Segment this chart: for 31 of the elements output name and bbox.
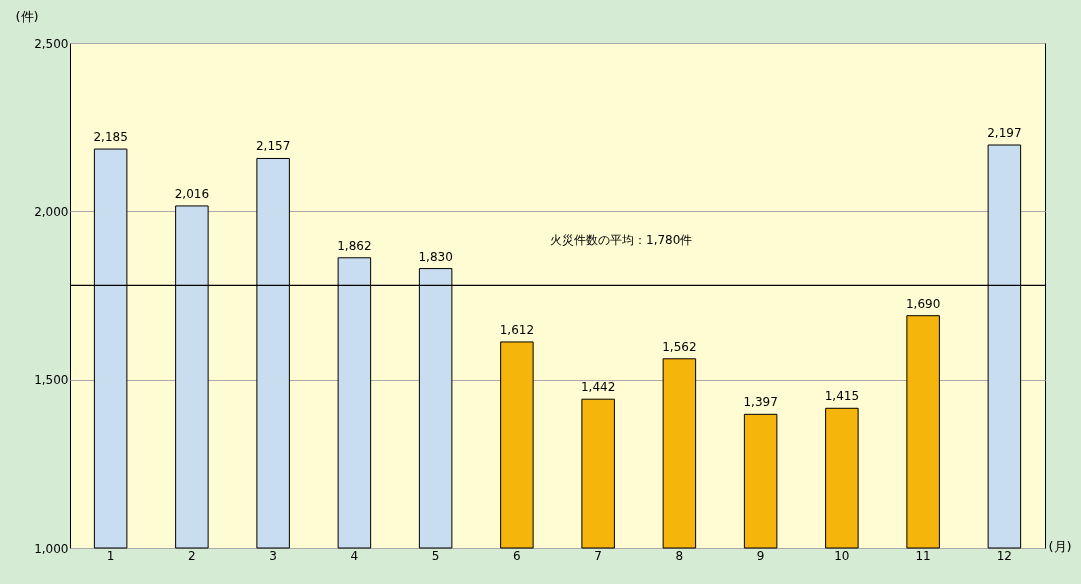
data-label: 1,690 [905,296,941,311]
x-tick-label: 1 [106,548,115,563]
data-label: 1,612 [499,322,535,337]
data-label: 1,415 [824,389,860,404]
y-tick-label: 2,000 [34,204,69,219]
x-tick-label: 7 [594,548,602,563]
data-label: 1,397 [743,395,778,410]
data-label: 1,562 [662,339,697,354]
data-label: 2,157 [255,139,291,154]
ref-line-label: 火災件数の平均：1,780件 [550,233,693,248]
y-axis-title: (件) [15,8,39,24]
x-tick-label: 3 [269,548,277,563]
x-axis-title: (月) [1048,538,1072,554]
data-label: 2,016 [174,186,210,201]
data-label: 1,862 [337,238,372,253]
y-tick-label: 1,000 [34,541,69,556]
x-tick-label: 10 [834,548,850,563]
x-tick-label: 6 [513,548,521,563]
y-tick-label: 2,500 [34,36,69,51]
data-label: 2,185 [93,130,128,145]
x-tick-label: 9 [756,548,765,563]
x-tick-label: 8 [675,548,684,563]
y-tick-label: 1,500 [34,373,69,388]
x-tick-label: 5 [431,548,440,563]
x-tick-label: 11 [915,548,931,563]
x-tick-label: 12 [996,548,1013,563]
data-label: 1,830 [418,249,453,264]
data-label: 1,442 [580,380,616,395]
x-tick-label: 2 [188,548,196,563]
x-tick-label: 4 [350,548,359,563]
data-label: 2,197 [987,126,1022,141]
